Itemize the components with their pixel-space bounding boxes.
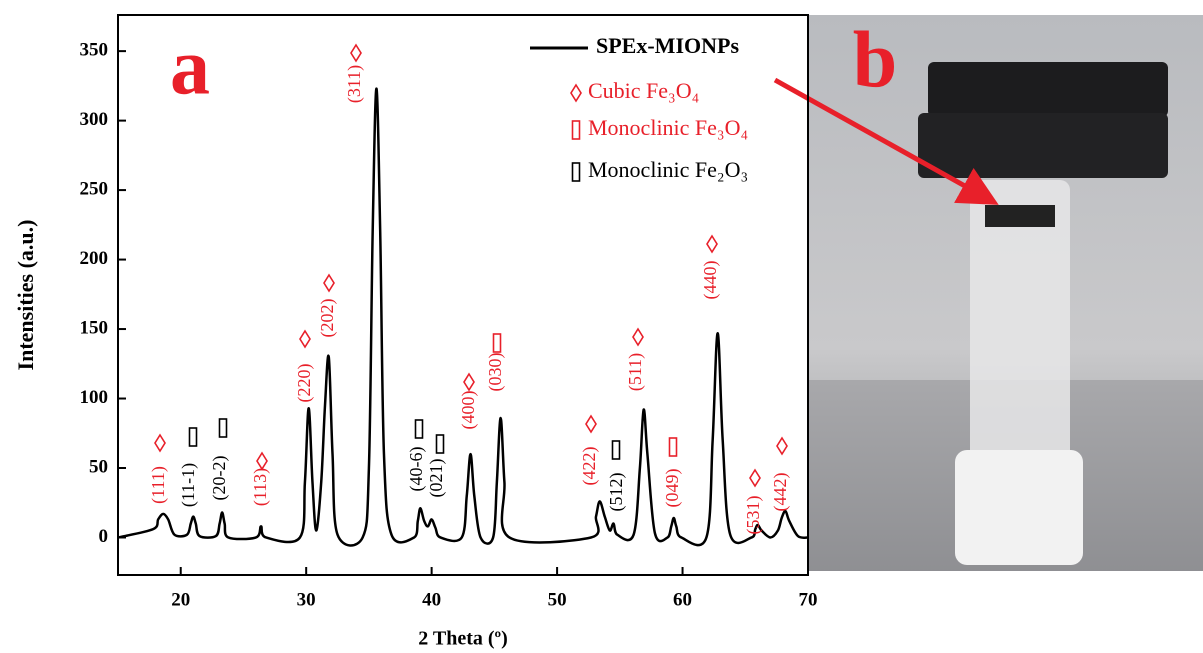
x-tick-label: 20: [171, 589, 190, 610]
peak-label: (511): [625, 353, 646, 391]
peak-label: (512): [606, 473, 627, 512]
peak-symbol: [350, 43, 362, 63]
x-axis-label: 2 Theta (º): [418, 628, 508, 650]
plot-frame: [117, 14, 809, 576]
peak-symbol: [585, 414, 597, 434]
peak-symbol: [632, 327, 644, 347]
peak-label: (311): [344, 65, 365, 103]
peak-symbol: [706, 234, 718, 254]
peak-label: (220): [294, 364, 315, 403]
peak-label: (400): [458, 391, 479, 430]
peak-label: (11-1): [178, 463, 199, 507]
legend-symbol: [570, 83, 582, 103]
peak-label: (531): [743, 496, 764, 535]
x-tick-label: 40: [422, 589, 441, 610]
y-axis-label: Intensities (a.u.): [13, 220, 38, 371]
y-tick-label: 50: [89, 456, 108, 477]
peak-symbol: [414, 419, 424, 439]
peak-symbol: [435, 434, 445, 454]
peak-label: (20-2): [209, 456, 230, 501]
y-tick-label: 100: [80, 387, 109, 408]
x-tick-label: 70: [799, 589, 818, 610]
y-tick-label: 350: [80, 39, 109, 60]
photo: b: [773, 15, 1203, 571]
peak-label: (113): [250, 468, 271, 506]
y-tick-label: 250: [80, 178, 109, 199]
legend-label: Cubic Fe₃O₄: [588, 78, 699, 103]
peak-symbol: [188, 427, 198, 447]
peak-label: (049): [662, 469, 683, 508]
panel-label: a: [170, 23, 210, 111]
peak-label: (442): [770, 473, 791, 512]
peak-symbol: [218, 418, 228, 438]
peak-symbol: [776, 436, 788, 456]
peak-symbol: [463, 372, 475, 392]
peak-symbol: [299, 329, 311, 349]
x-tick-label: 50: [548, 589, 567, 610]
x-tick-label: 60: [673, 589, 692, 610]
peak-symbol: [492, 333, 502, 353]
legend-symbol: [571, 162, 581, 182]
x-tick-label: 30: [297, 589, 316, 610]
peak-symbol: [256, 451, 268, 471]
peak-label: (111): [148, 466, 169, 504]
legend-label: SPEx-MIONPs: [596, 33, 739, 58]
peak-label: (202): [317, 299, 338, 338]
panel-label: b: [853, 16, 898, 104]
peak-symbol: [668, 437, 678, 457]
peak-label: (40-6): [406, 447, 427, 492]
y-tick-label: 200: [80, 248, 109, 269]
peak-symbol: [154, 433, 166, 453]
y-tick-label: 0: [99, 526, 109, 547]
legend-label: Monoclinic Fe₂O₃: [588, 157, 748, 182]
peak-label: (021): [426, 459, 447, 498]
legend-label: Monoclinic Fe₃O₄: [588, 115, 748, 140]
peak-symbol: [323, 273, 335, 293]
peak-symbol: [749, 468, 761, 488]
data-line: [117, 87, 809, 547]
y-tick-label: 150: [80, 317, 109, 338]
peak-label: (440): [700, 261, 721, 300]
peak-label: (422): [579, 447, 600, 486]
peak-label: (030): [485, 353, 506, 392]
y-tick-label: 300: [80, 109, 109, 130]
legend-symbol: [571, 120, 581, 140]
peak-symbol: [611, 440, 621, 460]
